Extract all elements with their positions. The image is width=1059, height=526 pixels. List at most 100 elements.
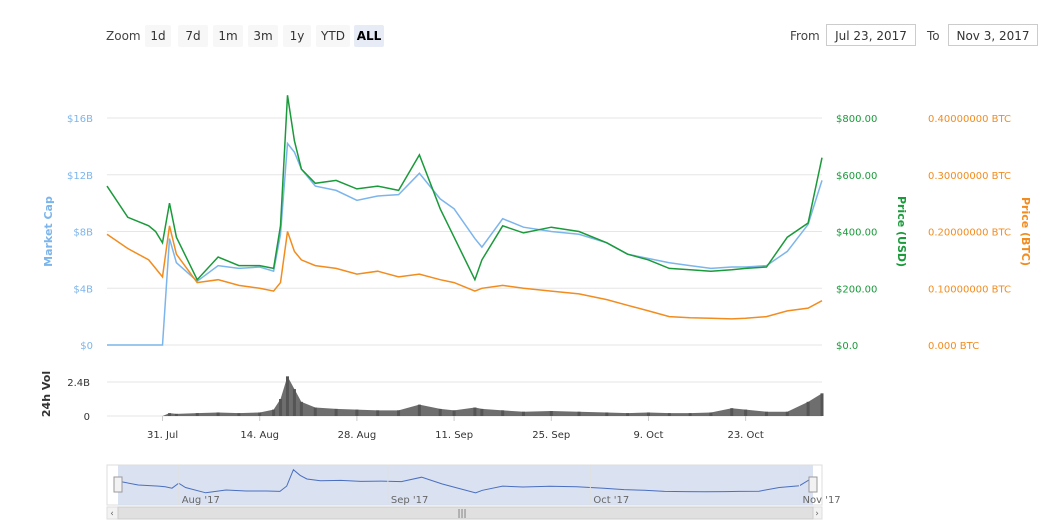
- x-tick-label: 9. Oct: [633, 430, 663, 441]
- x-tick-label: 31. Jul: [147, 430, 178, 441]
- to-label: To: [927, 29, 940, 43]
- volume-bar: [167, 413, 171, 416]
- scrollbar-thumb[interactable]: [117, 506, 814, 520]
- volume-bar: [473, 407, 477, 416]
- volume-bar: [709, 412, 713, 416]
- btc-tick: 0.30000000 BTC: [928, 171, 1011, 182]
- volume-bar: [549, 411, 553, 416]
- navigator-tick-label: Nov '17: [803, 495, 841, 506]
- btc-tick: 0.10000000 BTC: [928, 284, 1011, 295]
- usd-tick: $600.00: [836, 171, 877, 182]
- zoom-3m-button[interactable]: 3m: [248, 25, 278, 47]
- usd-tick: $0.0: [836, 341, 858, 352]
- zoom-1d-button[interactable]: 1d: [145, 25, 171, 47]
- market-cap-tick: $8B: [73, 228, 93, 239]
- scroll-left-arrow-icon[interactable]: ‹: [110, 509, 114, 519]
- navigator-tick-label: Oct '17: [593, 495, 629, 506]
- volume-bar: [355, 409, 359, 416]
- zoom-1y-button[interactable]: 1y: [283, 25, 311, 47]
- navigator-tick-label: Sep '17: [391, 495, 429, 506]
- volume-bar: [480, 408, 484, 416]
- zoom-ytd-button[interactable]: YTD: [316, 25, 350, 47]
- volume-bar: [216, 412, 220, 416]
- volume-bar: [785, 411, 789, 416]
- volume-bar: [820, 393, 824, 416]
- volume-bar: [258, 412, 262, 416]
- volume-bar: [313, 407, 317, 416]
- market-cap-axis-title: Market Cap: [42, 196, 55, 267]
- volume-bar: [195, 413, 199, 416]
- volume-bar: [501, 410, 505, 416]
- market-cap-tick: $4B: [73, 284, 93, 295]
- volume-bar: [730, 408, 734, 416]
- volume-bar: [299, 401, 303, 416]
- x-tick-label: 25. Sep: [532, 430, 570, 441]
- grid-lines: [107, 117, 822, 417]
- zoom-1m-button[interactable]: 1m: [213, 25, 243, 47]
- volume-bars: [107, 376, 824, 416]
- navigator-right-handle[interactable]: [808, 476, 818, 493]
- volume-bar: [376, 410, 380, 416]
- volume-area: [107, 376, 822, 416]
- x-tick-label: 28. Aug: [338, 430, 377, 441]
- volume-bar: [667, 413, 671, 416]
- navigator-left-handle[interactable]: [113, 476, 123, 493]
- zoom-label: Zoom: [106, 29, 141, 43]
- from-label: From: [790, 29, 820, 43]
- scrollbar-grip-icon: |||: [457, 509, 466, 519]
- x-tick-label: 14. Aug: [240, 430, 279, 441]
- scroll-right-arrow-icon[interactable]: ›: [815, 509, 819, 519]
- market-cap-tick: $0: [80, 341, 93, 352]
- navigator-tick-label: Aug '17: [182, 495, 220, 506]
- market-cap-line: [107, 141, 823, 346]
- price-usd-line: [106, 95, 823, 282]
- volume-bar: [605, 412, 609, 416]
- navigator-selection: [118, 465, 813, 505]
- zoom-all-button[interactable]: ALL: [354, 25, 384, 47]
- to-date-input[interactable]: Nov 3, 2017: [948, 24, 1038, 46]
- volume-bar: [279, 399, 283, 416]
- volume-tick: 2.4B: [67, 378, 90, 389]
- volume-bar: [334, 408, 338, 416]
- volume-bar: [438, 408, 442, 416]
- from-date-input[interactable]: Jul 23, 2017: [826, 24, 916, 46]
- series-lines: [106, 95, 823, 346]
- axes: $0 $0.0 0.000 BTC $4B $200.00 0.10000000 BTC $…: [40, 114, 1032, 441]
- x-tick-label: 11. Sep: [435, 430, 473, 441]
- btc-tick: 0.40000000 BTC: [928, 114, 1011, 125]
- usd-tick: $400.00: [836, 228, 877, 239]
- volume-bar: [688, 413, 692, 416]
- usd-tick: $200.00: [836, 284, 877, 295]
- usd-axis-title: Price (USD): [895, 196, 908, 267]
- volume-bar: [646, 412, 650, 416]
- zoom-7d-button[interactable]: 7d: [178, 25, 208, 47]
- volume-bar: [744, 409, 748, 416]
- market-cap-tick: $16B: [67, 114, 93, 125]
- navigator[interactable]: Aug '17 Sep '17 Oct '17 Nov '17 ||| ‹ ›: [106, 464, 841, 520]
- volume-axis-title: 24h Vol: [40, 371, 53, 417]
- usd-tick: $800.00: [836, 114, 877, 125]
- volume-bar: [764, 411, 768, 416]
- btc-tick: 0.20000000 BTC: [928, 228, 1011, 239]
- price-btc-line: [106, 225, 823, 320]
- navigator-series-line: [117, 468, 814, 494]
- volume-tick: 0: [84, 412, 90, 423]
- btc-tick: 0.000 BTC: [928, 341, 979, 352]
- volume-bar: [577, 411, 581, 416]
- volume-bar: [397, 410, 401, 416]
- volume-bar: [285, 376, 289, 416]
- volume-bar: [522, 411, 526, 416]
- btc-axis-title: Price (BTC): [1019, 197, 1032, 266]
- market-cap-tick: $12B: [67, 171, 93, 182]
- volume-bar: [272, 409, 276, 416]
- volume-bar: [806, 401, 810, 416]
- volume-bar: [452, 410, 456, 416]
- volume-bar: [626, 413, 630, 416]
- volume-bar: [292, 389, 296, 416]
- volume-bar: [417, 404, 421, 416]
- x-tick-label: 23. Oct: [727, 430, 763, 441]
- volume-bar: [174, 413, 178, 416]
- volume-bar: [237, 413, 241, 416]
- chart-toolbar: Zoom 1d 7d 1m 3m 1y YTD ALL From Jul 23,…: [0, 0, 1059, 60]
